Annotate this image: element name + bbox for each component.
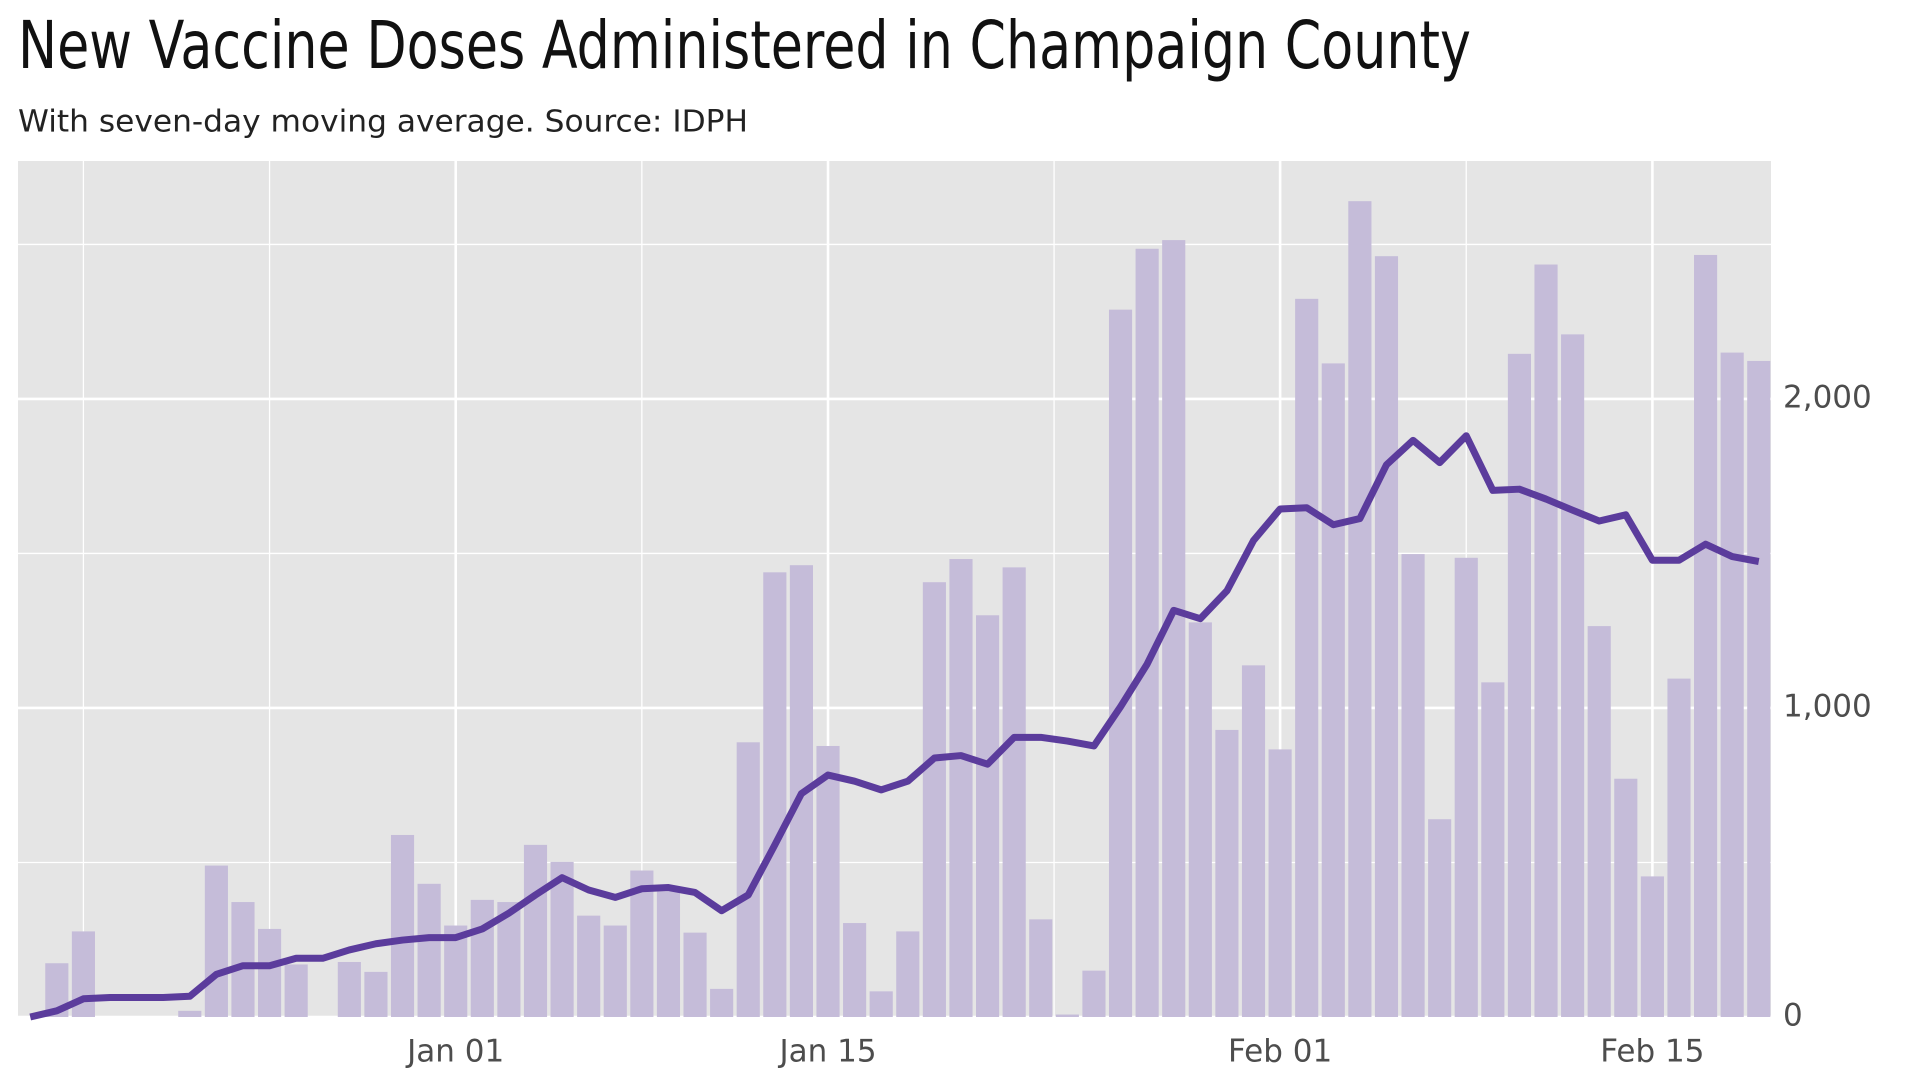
- bar: [417, 883, 441, 1017]
- bar: [1295, 298, 1319, 1017]
- bar: [1481, 682, 1505, 1017]
- bar: [1667, 678, 1691, 1017]
- bar: [577, 915, 601, 1017]
- bar: [843, 923, 867, 1017]
- bar: [816, 745, 840, 1017]
- bar: [710, 988, 734, 1017]
- y-tick-label: 1,000: [1783, 688, 1872, 724]
- bar: [1241, 665, 1266, 1017]
- x-tick-label: Feb 15: [1600, 1034, 1704, 1070]
- chart-subtitle: With seven-day moving average. Source: I…: [18, 105, 748, 140]
- bar: [1507, 353, 1531, 1017]
- bar: [1135, 248, 1159, 1017]
- bar: [444, 925, 468, 1017]
- bar: [1055, 1014, 1079, 1017]
- bar: [949, 559, 973, 1017]
- bar: [1428, 819, 1452, 1017]
- bar: [976, 615, 1000, 1017]
- bar: [1002, 567, 1026, 1017]
- bar: [470, 899, 494, 1017]
- bar: [204, 865, 228, 1017]
- bar: [603, 925, 627, 1017]
- chart-title: New Vaccine Doses Administered in Champa…: [18, 7, 1471, 84]
- bar: [630, 870, 654, 1017]
- bar: [1215, 729, 1239, 1017]
- bar: [1321, 363, 1345, 1017]
- line: [29, 432, 1760, 1021]
- bar: [1374, 256, 1399, 1017]
- bar: [1720, 352, 1744, 1017]
- x-tick-label: Jan 15: [777, 1034, 876, 1070]
- bar: [1082, 970, 1106, 1017]
- bar: [523, 844, 548, 1017]
- bar: [284, 964, 308, 1017]
- bar: [1029, 919, 1053, 1017]
- bar: [364, 971, 388, 1017]
- bar: [1188, 622, 1212, 1017]
- bar: [683, 932, 707, 1017]
- bar: [1348, 201, 1372, 1017]
- bar: [1268, 749, 1292, 1017]
- bar: [258, 928, 282, 1017]
- bar: [45, 963, 69, 1017]
- bar: [231, 902, 255, 1017]
- bar: [896, 931, 920, 1017]
- x-tick-label: Feb 01: [1228, 1034, 1332, 1070]
- plot-background: [18, 161, 1771, 1017]
- bar: [1747, 360, 1771, 1018]
- bar: [1694, 254, 1718, 1018]
- bar: [656, 891, 681, 1017]
- x-tick-label: Jan 01: [405, 1034, 504, 1070]
- bar: [1587, 626, 1611, 1017]
- y-tick-label: 2,000: [1783, 379, 1872, 415]
- bar: [390, 834, 415, 1017]
- bar: [337, 961, 361, 1017]
- bar: [1534, 264, 1558, 1018]
- bar: [1108, 309, 1133, 1018]
- bar: [1640, 876, 1664, 1017]
- bar: [1401, 554, 1425, 1017]
- bar: [178, 1010, 202, 1017]
- bar: [1454, 557, 1478, 1017]
- bar: [736, 742, 760, 1017]
- bar: [497, 902, 521, 1017]
- bar: [763, 572, 787, 1017]
- bar: [922, 582, 946, 1017]
- bar: [1614, 778, 1638, 1017]
- bar: [550, 861, 574, 1017]
- y-tick-label: 0: [1783, 998, 1803, 1034]
- bar: [869, 991, 893, 1017]
- bar: [1561, 334, 1585, 1018]
- bar: [1162, 240, 1186, 1017]
